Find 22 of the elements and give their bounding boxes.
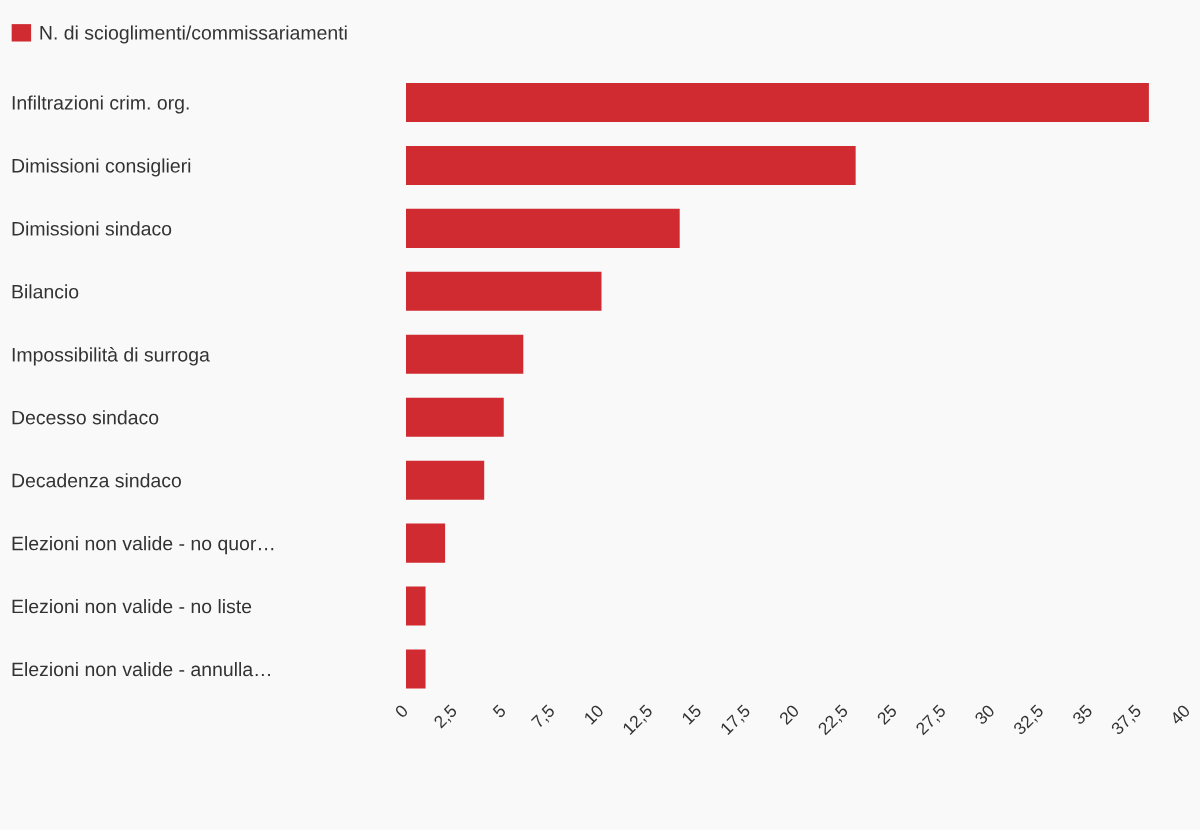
- legend-label: N. di scioglimenti/commissariamenti: [40, 25, 347, 44]
- x-tick-label: 40: [1169, 703, 1191, 726]
- x-tick-label: 30: [973, 703, 996, 726]
- y-tick-label: Decadenza sindaco: [12, 473, 181, 488]
- x-tick-label: 5: [492, 704, 507, 719]
- x-tick-label: 20: [778, 703, 800, 726]
- y-tick-label: Dimissioni consiglieri: [12, 158, 191, 177]
- x-tick-label: 7,5: [530, 704, 557, 731]
- x-tick-label: 15: [681, 704, 703, 725]
- x-tick-label: 2,5: [433, 703, 460, 731]
- x-tick-label: 35: [1071, 703, 1094, 726]
- y-tick-label: Elezioni non valide - annulla…: [12, 661, 270, 677]
- x-tick-label: 10: [583, 703, 605, 725]
- y-tick-label: Dimissioni sindaco: [12, 221, 172, 236]
- x-tick-label: 25: [876, 703, 898, 726]
- y-tick-label: Elezioni non valide - no quor…: [12, 536, 274, 555]
- y-tick-label: Bilancio: [12, 284, 79, 299]
- y-tick-label: Impossibilità di surroga: [12, 347, 210, 366]
- y-tick-label: Elezioni non valide - no liste: [12, 599, 252, 614]
- y-tick-label: Decesso sindaco: [12, 410, 159, 425]
- y-tick-label: Infiltrazioni crim. org.: [12, 95, 189, 114]
- x-tick-label: 0: [394, 703, 409, 719]
